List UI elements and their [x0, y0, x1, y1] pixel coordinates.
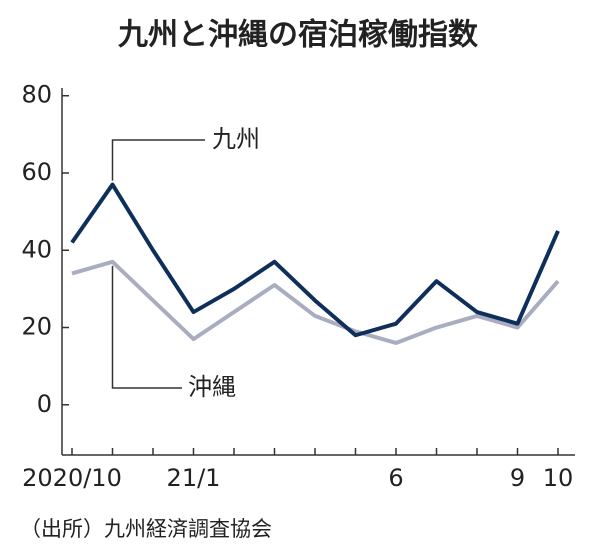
y-tick-label: 80 — [21, 81, 52, 109]
leader-line — [111, 139, 205, 181]
x-tick-label: 10 — [543, 464, 574, 492]
series-label: 九州 — [212, 125, 260, 153]
y-tick-label: 60 — [21, 158, 52, 186]
x-tick-label: 2020/10 — [22, 464, 122, 492]
y-tick-label: 0 — [37, 390, 52, 418]
leader-line — [111, 265, 182, 389]
series-line — [71, 259, 560, 345]
series-label: 沖縄 — [188, 373, 236, 401]
x-tick-label: 9 — [510, 464, 525, 492]
y-tick-label: 40 — [21, 235, 52, 263]
x-tick-label: 6 — [388, 464, 403, 492]
series-line — [70, 182, 560, 338]
source: （出所）九州経済調査協会 — [20, 517, 272, 541]
x-tick-label: 21/1 — [167, 464, 221, 492]
y-tick-label: 20 — [21, 313, 52, 341]
chart-title: 九州と沖縄の宿泊稼働指数 — [118, 18, 479, 53]
